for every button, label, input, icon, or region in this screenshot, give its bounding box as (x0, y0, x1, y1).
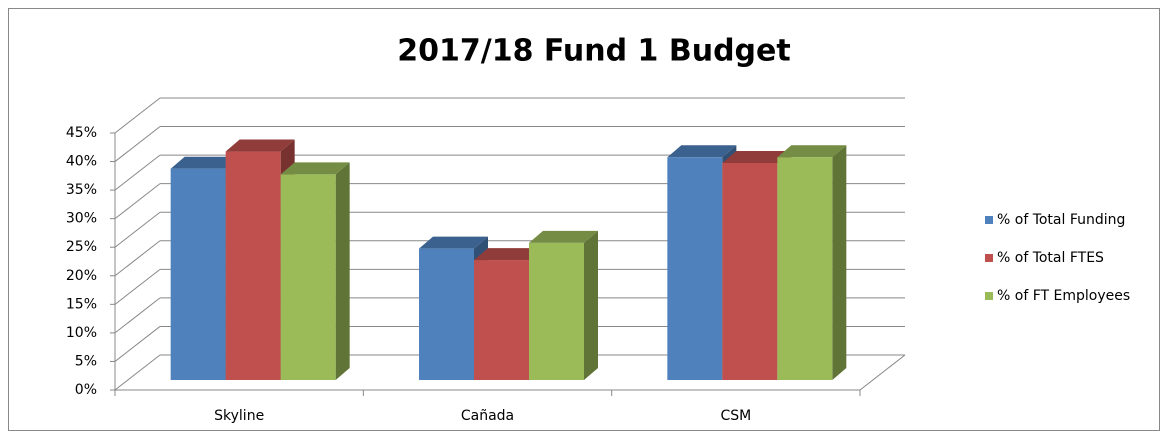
bar-top (474, 248, 543, 261)
x-tick-label: CSM (720, 408, 751, 424)
bar (280, 174, 336, 380)
floor-line (859, 354, 906, 391)
bar-side (832, 145, 847, 380)
grid-line (114, 268, 161, 305)
legend-label: % of Total FTES (997, 250, 1104, 266)
bar-top (529, 230, 598, 243)
grid-line (114, 97, 161, 134)
bar-top (280, 162, 350, 175)
bar (529, 242, 584, 380)
bar-top (777, 145, 847, 158)
y-tick-label: 5% (75, 353, 97, 369)
grid-line (114, 326, 161, 362)
x-tick-label: Skyline (214, 408, 264, 424)
chart-title: 2017/18 Fund 1 Budget (397, 34, 790, 69)
x-tick-label: Cañada (461, 408, 514, 424)
legend-swatch (985, 216, 993, 224)
bar-side (335, 162, 350, 380)
grid-line (114, 297, 161, 334)
y-tick-label: 30% (66, 211, 97, 227)
grid-line (114, 211, 161, 248)
bar-top (225, 139, 295, 152)
grid-line (114, 240, 161, 277)
bar-top (667, 145, 737, 158)
y-tick-label: 45% (66, 125, 97, 141)
legend-label: % of FT Employees (997, 288, 1130, 304)
bar (474, 260, 529, 380)
legend-label: % of Total Funding (997, 212, 1125, 228)
bar (170, 168, 226, 380)
grid-line (114, 126, 161, 162)
bar (777, 157, 833, 380)
bar-top (722, 150, 792, 163)
legend-swatch (985, 254, 993, 262)
legend-swatch (985, 292, 993, 300)
bar-side (584, 230, 598, 380)
y-tick-label: 0% (75, 382, 97, 398)
grid-line (114, 154, 161, 191)
y-tick-label: 25% (66, 239, 97, 255)
y-tick-label: 40% (66, 154, 97, 170)
bar (419, 248, 474, 380)
bar (225, 151, 281, 380)
y-tick-label: 35% (66, 182, 97, 198)
y-tick-label: 10% (66, 325, 97, 341)
bar-top (419, 236, 488, 249)
y-tick-label: 15% (66, 296, 97, 312)
grid-line (114, 183, 161, 220)
y-tick-label: 20% (66, 268, 97, 284)
bar (667, 157, 723, 380)
grid-line (114, 354, 161, 391)
bar-top (170, 156, 240, 169)
bar (722, 162, 778, 380)
